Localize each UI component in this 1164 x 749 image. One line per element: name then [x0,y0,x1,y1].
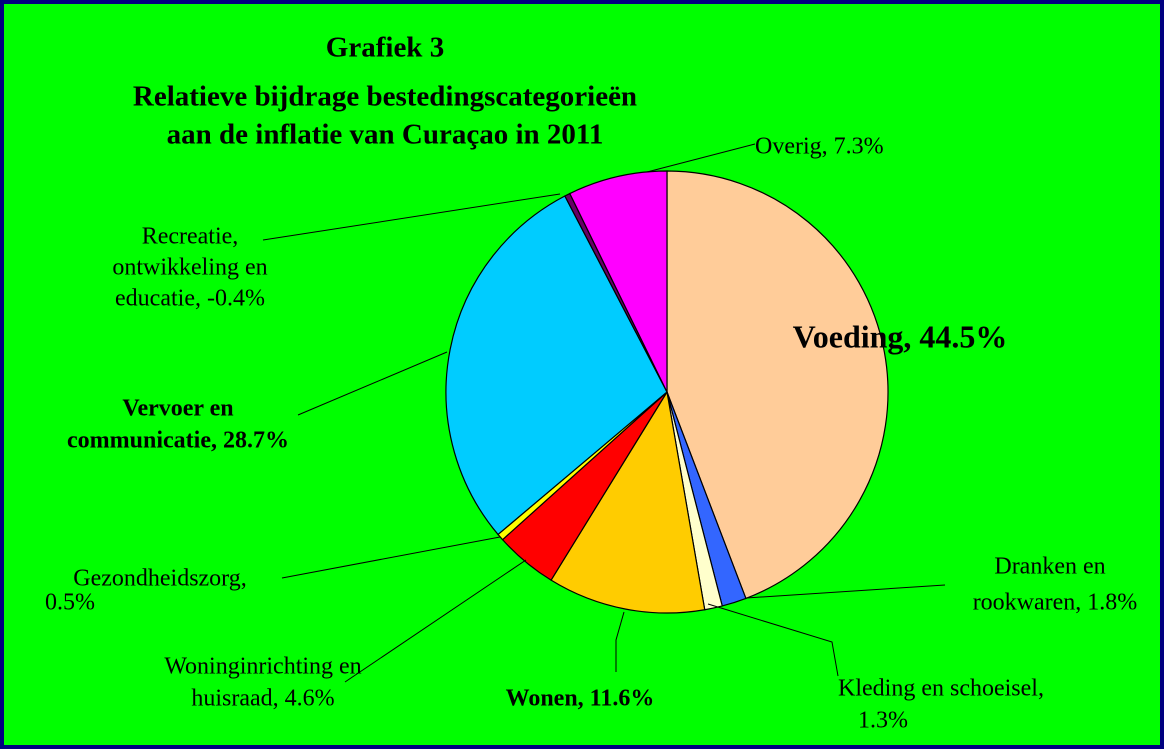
data-label: rookwaren, 1.8% [973,590,1138,616]
leader-line [646,143,756,173]
chart-title: Relatieve bijdrage bestedingscategorieën [133,81,637,113]
leader-line [615,611,625,672]
leader-line [344,559,527,683]
pie-slice [568,170,668,393]
chart-title: aan de inflatie van Curaçao in 2011 [167,119,604,151]
chart-title: Grafiek 3 [326,32,444,64]
data-label: Wonen, 11.6% [506,686,655,712]
data-label: Voeding, 44.5% [793,318,1008,354]
data-label: Kleding en schoeisel, [838,676,1044,702]
leader-line [281,536,501,579]
data-label: Recreatie, [142,224,239,250]
data-label: 0.5% [45,590,95,616]
pie-slice [550,390,706,614]
title: Grafiek 3 Relatieve bijdrage bestedingsca… [133,32,637,151]
data-label: Vervoer en [122,396,233,422]
data-label: huisraad, 4.6% [191,686,334,712]
data-label: ontwikkeling en [112,255,267,281]
data-label: Dranken en [994,554,1105,580]
leader-line [745,584,946,599]
data-label: educatie, -0.4% [115,286,265,312]
data-label: Gezondheidszorg, [73,566,247,592]
pie-slice [666,170,889,600]
labels: Voeding, 44.5% Dranken en rookwaren, 1.8% K… [45,134,1137,734]
data-label: 1.3% [858,708,908,734]
pie-slice [445,195,668,536]
data-label: Woninginrichting en [164,654,361,680]
data-label: communicatie, 28.7% [67,428,289,454]
data-label: Overig, 7.3% [755,134,884,160]
leader-line [297,351,448,416]
leader-line [707,603,839,677]
pie [445,170,889,614]
leader-line [262,193,561,241]
